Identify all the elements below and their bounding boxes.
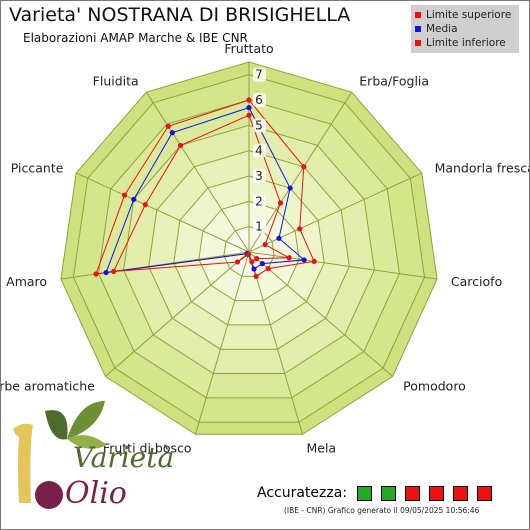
chart-title: Varieta' NOSTRANA DI BRISIGHELLA [9, 4, 351, 26]
category-label: Fruttato [224, 41, 273, 56]
tick-label-bg [253, 143, 266, 158]
data-point-lower [286, 255, 292, 261]
tick-label-bg [253, 118, 266, 133]
data-point-lower [234, 259, 241, 265]
category-label: Amaro [6, 274, 47, 289]
data-point-mean [259, 261, 266, 267]
accuracy-box [405, 485, 421, 501]
data-point-upper [265, 265, 271, 272]
legend-swatch-mean [415, 26, 421, 32]
data-point-lower [249, 259, 255, 265]
data-point-lower [254, 256, 260, 262]
data-point-upper [93, 271, 99, 277]
legend: Limite superiore Media Limite inferiore [411, 5, 519, 53]
data-point-lower [110, 268, 117, 275]
data-point-lower [245, 251, 251, 258]
category-label: Mandorla fresca [435, 160, 529, 175]
tick-label: 7 [255, 68, 263, 82]
category-label: Pomodoro [403, 379, 466, 394]
tick-label-bg [253, 219, 266, 234]
series-line-lower [112, 114, 291, 273]
axis-spoke [248, 251, 304, 435]
legend-item-lower: Limite inferiore [415, 36, 519, 50]
accuracy-indicator: Accuratezza: [257, 485, 501, 501]
logo-text-bottom: Olio [65, 476, 127, 511]
data-point-lower [262, 242, 268, 248]
tick-label-bg [253, 67, 266, 82]
accuracy-label: Accuratezza: [257, 485, 348, 501]
tick-label-bg [253, 93, 266, 107]
data-point-mean [131, 196, 137, 202]
category-label: Mela [306, 441, 336, 456]
data-point-mean [301, 257, 307, 263]
tick-label: 6 [255, 93, 263, 107]
legend-item-upper: Limite superiore [415, 8, 519, 22]
data-point-mean [103, 269, 109, 276]
data-point-mean [169, 130, 175, 136]
data-point-upper [121, 192, 128, 198]
axis-spoke [248, 251, 438, 280]
category-label: Fluidita [93, 73, 139, 88]
data-point-mean [276, 235, 282, 241]
legend-label-mean: Media [426, 23, 458, 35]
data-point-upper [301, 164, 307, 170]
category-label: Erba/Foglia [359, 73, 429, 88]
generation-note: (IBE - CNR) Grafico generato il 09/05/20… [284, 506, 480, 515]
data-point-upper [165, 123, 171, 129]
legend-item-mean: Media [415, 22, 519, 36]
tick-label: 4 [255, 144, 263, 158]
axis-spoke [248, 251, 393, 377]
data-point-mean [287, 185, 293, 191]
data-point-lower [142, 202, 148, 208]
axis-spoke [194, 251, 250, 435]
category-label: Carciofo [451, 274, 502, 289]
category-label: Frutti di bosco [103, 441, 192, 456]
accuracy-box [429, 485, 445, 501]
data-point-lower [277, 200, 284, 206]
axis-spoke [248, 91, 353, 253]
olive-icon [35, 481, 63, 509]
data-point-lower [246, 112, 252, 118]
legend-label-upper: Limite superiore [426, 9, 512, 21]
axis-spoke [145, 91, 250, 253]
axis-spoke [75, 172, 250, 253]
tick-label: 2 [255, 194, 263, 208]
data-point-upper [246, 97, 252, 103]
tick-label: 1 [255, 220, 263, 234]
logo-text-top: Varietà [73, 441, 174, 474]
accuracy-box [477, 485, 493, 501]
data-point-mean [251, 266, 257, 272]
category-label: Piccante [11, 160, 64, 175]
legend-label-lower: Limite inferiore [426, 37, 506, 49]
legend-swatch-upper [415, 12, 421, 18]
data-point-mean [246, 105, 252, 111]
category-label: Erbe aromatiche [1, 379, 95, 394]
tick-label: 5 [255, 118, 263, 132]
data-point-upper [253, 273, 259, 279]
accuracy-box [357, 485, 373, 501]
tick-label-bg [253, 194, 266, 209]
accuracy-box [453, 485, 469, 501]
axis-spoke [105, 251, 250, 377]
accuracy-box [381, 485, 397, 501]
tick-label: 3 [255, 169, 263, 183]
varieta-olio-logo: Varietà Olio [13, 401, 174, 511]
data-point-lower [177, 142, 184, 149]
data-point-upper [311, 258, 317, 264]
data-point-upper [297, 226, 303, 232]
chart-subtitle: Elaborazioni AMAP Marche & IBE CNR [23, 31, 248, 45]
legend-swatch-lower [415, 40, 421, 46]
tick-label-bg [253, 169, 266, 183]
